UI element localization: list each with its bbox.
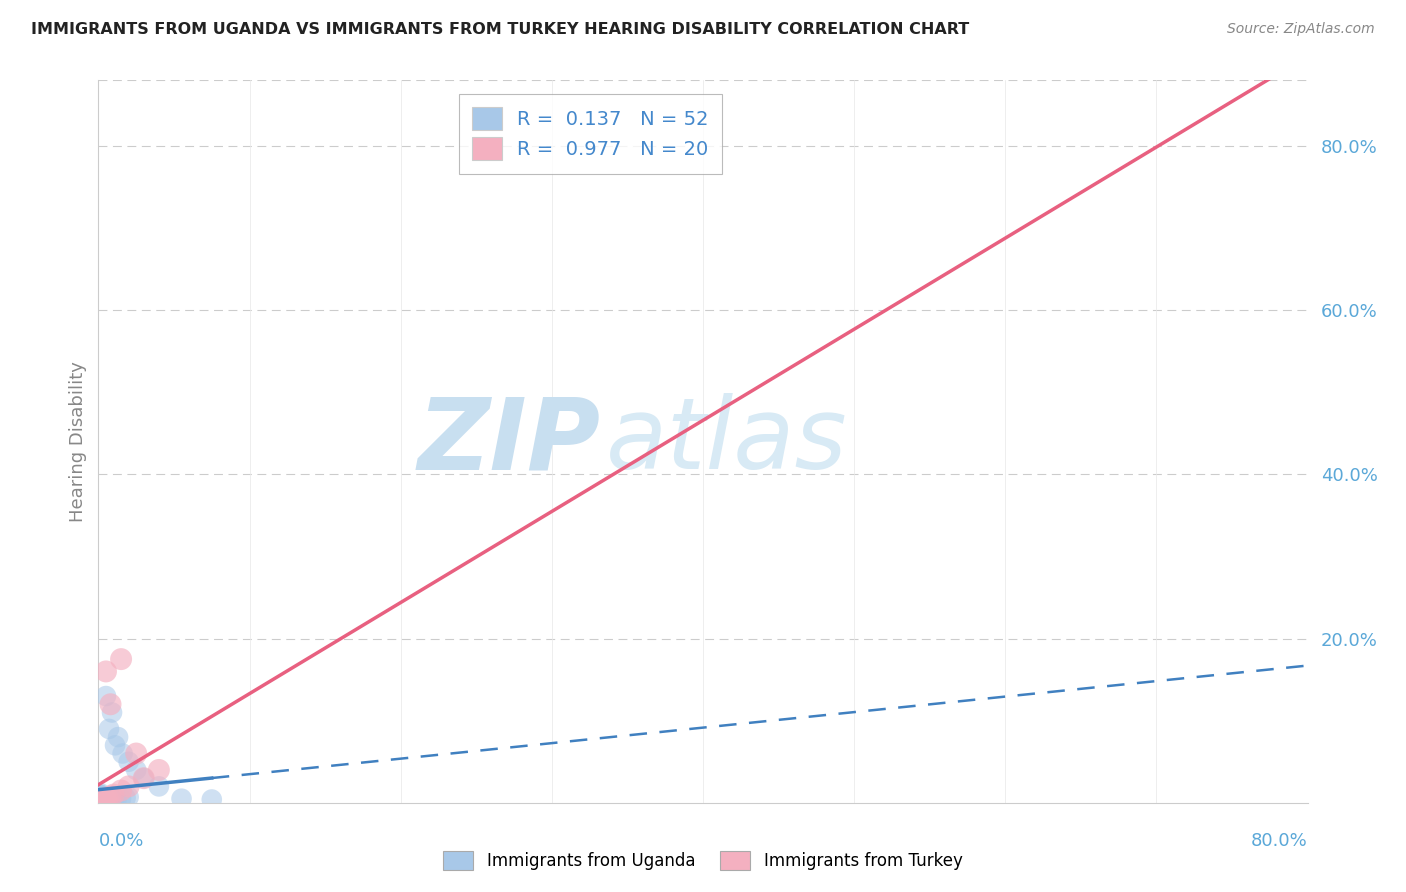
Point: [94, 793, 117, 807]
Legend: Immigrants from Uganda, Immigrants from Turkey: Immigrants from Uganda, Immigrants from …: [437, 844, 969, 877]
Point: [94, 791, 117, 805]
Point: [89, 791, 111, 805]
Point: [91, 790, 114, 805]
Text: atlas: atlas: [606, 393, 848, 490]
Text: IMMIGRANTS FROM UGANDA VS IMMIGRANTS FROM TURKEY HEARING DISABILITY CORRELATION : IMMIGRANTS FROM UGANDA VS IMMIGRANTS FRO…: [31, 22, 969, 37]
Point: [89, 793, 111, 807]
Point: [201, 792, 224, 806]
Text: 0.0%: 0.0%: [98, 831, 143, 850]
Point: [87, 789, 110, 804]
Point: [89, 786, 111, 800]
Legend: R =  0.137   N = 52, R =  0.977   N = 20: R = 0.137 N = 52, R = 0.977 N = 20: [458, 94, 723, 174]
Point: [90, 790, 112, 805]
Point: [91, 791, 114, 805]
Point: [118, 790, 141, 805]
Point: [90, 790, 112, 805]
Point: [89, 788, 111, 802]
Point: [101, 706, 124, 720]
Point: [110, 783, 132, 797]
Point: [114, 790, 136, 805]
Point: [125, 763, 148, 777]
Text: ZIP: ZIP: [418, 393, 600, 490]
Y-axis label: Hearing Disability: Hearing Disability: [69, 361, 87, 522]
Point: [107, 730, 129, 744]
Point: [90, 791, 112, 805]
Point: [170, 791, 193, 805]
Point: [93, 790, 115, 805]
Point: [104, 739, 127, 753]
Point: [110, 791, 132, 805]
Point: [96, 790, 118, 805]
Point: [98, 792, 121, 806]
Point: [132, 771, 155, 785]
Point: [103, 788, 125, 802]
Point: [89, 788, 111, 802]
Point: [89, 790, 111, 805]
Point: [91, 792, 114, 806]
Point: [100, 789, 122, 804]
Point: [89, 793, 111, 807]
Point: [90, 790, 112, 805]
Point: [100, 790, 122, 805]
Point: [90, 793, 112, 807]
Point: [91, 790, 114, 805]
Point: [148, 763, 170, 777]
Point: [100, 698, 122, 712]
Point: [118, 755, 141, 769]
Point: [101, 791, 124, 805]
Point: [91, 793, 114, 807]
Point: [89, 795, 111, 809]
Point: [90, 789, 112, 804]
Point: [125, 747, 148, 761]
Point: [98, 722, 121, 736]
Text: 80.0%: 80.0%: [1251, 831, 1308, 850]
Point: [91, 793, 114, 807]
Point: [89, 790, 111, 805]
Point: [91, 792, 114, 806]
Text: Source: ZipAtlas.com: Source: ZipAtlas.com: [1227, 22, 1375, 37]
Point: [89, 792, 111, 806]
Point: [89, 791, 111, 805]
Point: [93, 791, 115, 805]
Point: [89, 795, 111, 809]
Point: [96, 790, 118, 805]
Point: [94, 689, 117, 703]
Point: [132, 771, 155, 785]
Point: [91, 793, 114, 807]
Point: [89, 792, 111, 806]
Point: [89, 790, 111, 805]
Point: [118, 780, 141, 794]
Point: [90, 792, 112, 806]
Point: [110, 652, 132, 666]
Point: [90, 789, 112, 803]
Point: [90, 794, 112, 808]
Point: [90, 794, 112, 808]
Point: [103, 793, 125, 807]
Point: [89, 795, 111, 809]
Point: [111, 747, 134, 761]
Point: [89, 789, 111, 804]
Point: [94, 665, 117, 679]
Point: [93, 792, 115, 806]
Point: [105, 792, 128, 806]
Point: [148, 780, 170, 794]
